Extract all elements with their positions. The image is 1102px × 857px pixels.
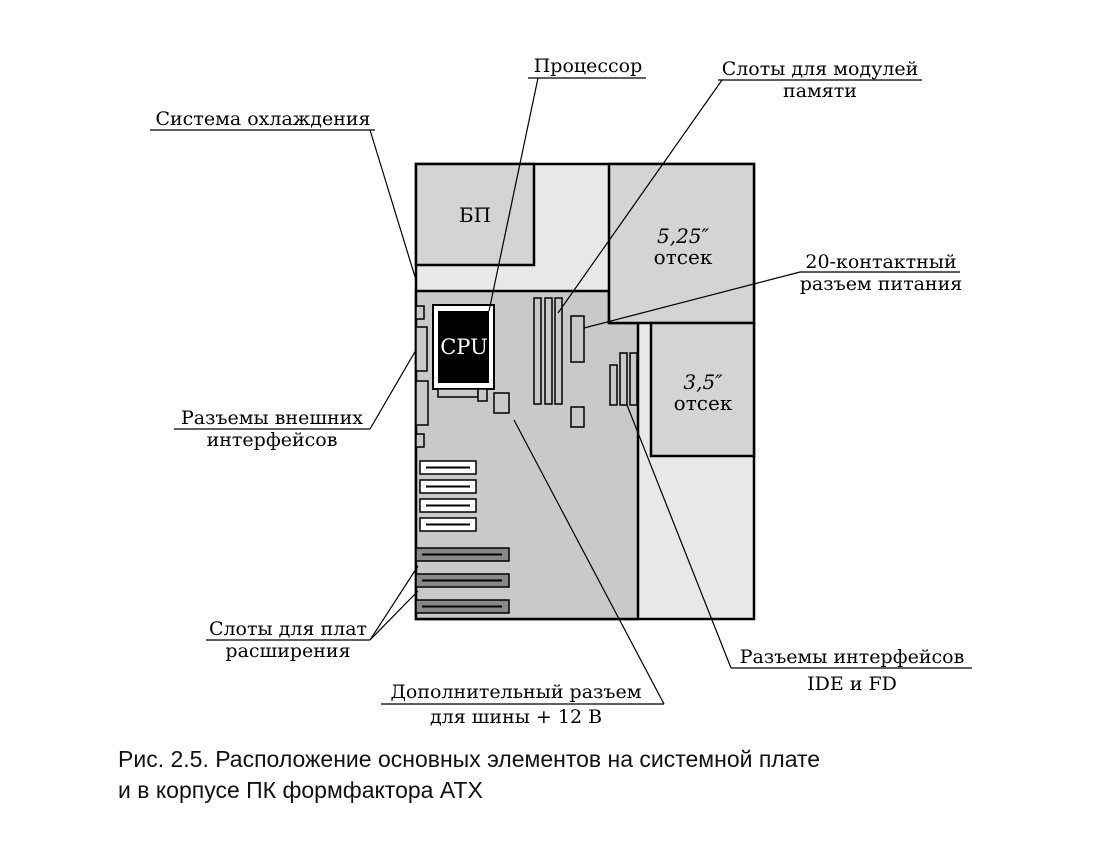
memory-slot bbox=[544, 297, 553, 405]
aux-12v-connector bbox=[493, 392, 510, 414]
leader-lines bbox=[150, 77, 972, 705]
ext-port bbox=[415, 380, 429, 426]
bay-35 bbox=[649, 321, 756, 458]
cooling-label: Система охлаждения bbox=[155, 108, 370, 130]
ide-fd-label: Разъемы интерфейсов bbox=[740, 646, 965, 668]
ext-port bbox=[415, 305, 425, 320]
expansion-slots-label: Слоты для плат bbox=[209, 618, 367, 640]
external-ports-label-2: интерфейсов bbox=[207, 429, 338, 451]
ext-port bbox=[415, 433, 425, 448]
ide-fd-connector bbox=[609, 364, 618, 406]
pci-slot bbox=[419, 460, 477, 475]
bay-35-label: отсек bbox=[674, 391, 733, 415]
expansion-slots-label-2: расширения bbox=[225, 640, 350, 662]
psu-label: БП bbox=[459, 203, 491, 227]
cpu-chip bbox=[438, 311, 489, 383]
bay-525 bbox=[607, 162, 756, 325]
processor-label: Процессор bbox=[534, 55, 643, 77]
ide-fd-label-2: IDE и FD bbox=[807, 673, 897, 695]
pci-slot bbox=[419, 479, 477, 494]
expansion-slot bbox=[415, 573, 510, 588]
ide-fd-connector bbox=[629, 352, 638, 406]
pci-slot bbox=[419, 517, 477, 532]
ide-fd-connector bbox=[619, 352, 628, 406]
pci-slot bbox=[419, 498, 477, 513]
bay-525-size: 5,25″ bbox=[657, 224, 710, 248]
figure-caption: Рис. 2.5. Расположение основных элементо… bbox=[118, 744, 1018, 806]
small-chip bbox=[570, 406, 585, 428]
psu-box bbox=[414, 162, 536, 267]
ext-port bbox=[415, 326, 428, 372]
memory-slots-label: Слоты для модулей bbox=[722, 58, 919, 80]
bay-525-label: отсек bbox=[654, 245, 713, 269]
bay-35-size: 3,5″ bbox=[683, 370, 723, 394]
memory-slot bbox=[533, 297, 542, 405]
caption-line-2: и в корпусе ПК формфактора ATX bbox=[118, 777, 483, 803]
power-connector-label: 20-контактный bbox=[805, 251, 956, 273]
cpu-label: CPU bbox=[440, 335, 488, 359]
memory-slots-label-2: памяти bbox=[783, 80, 857, 102]
cpu-small-part bbox=[477, 388, 488, 402]
cpu-retention-bar bbox=[437, 388, 479, 398]
power-connector-20pin bbox=[570, 315, 585, 363]
expansion-slot bbox=[415, 547, 510, 562]
aux-power-label: Дополнительный разъем bbox=[390, 681, 641, 703]
power-connector-label-2: разъем питания bbox=[800, 273, 962, 295]
aux-power-label-2: для шины + 12 В bbox=[430, 706, 602, 728]
expansion-slot bbox=[415, 599, 510, 614]
external-ports-label: Разъемы внешних bbox=[181, 407, 363, 429]
caption-line-1: Рис. 2.5. Расположение основных элементо… bbox=[118, 746, 821, 772]
memory-slot bbox=[554, 297, 563, 405]
